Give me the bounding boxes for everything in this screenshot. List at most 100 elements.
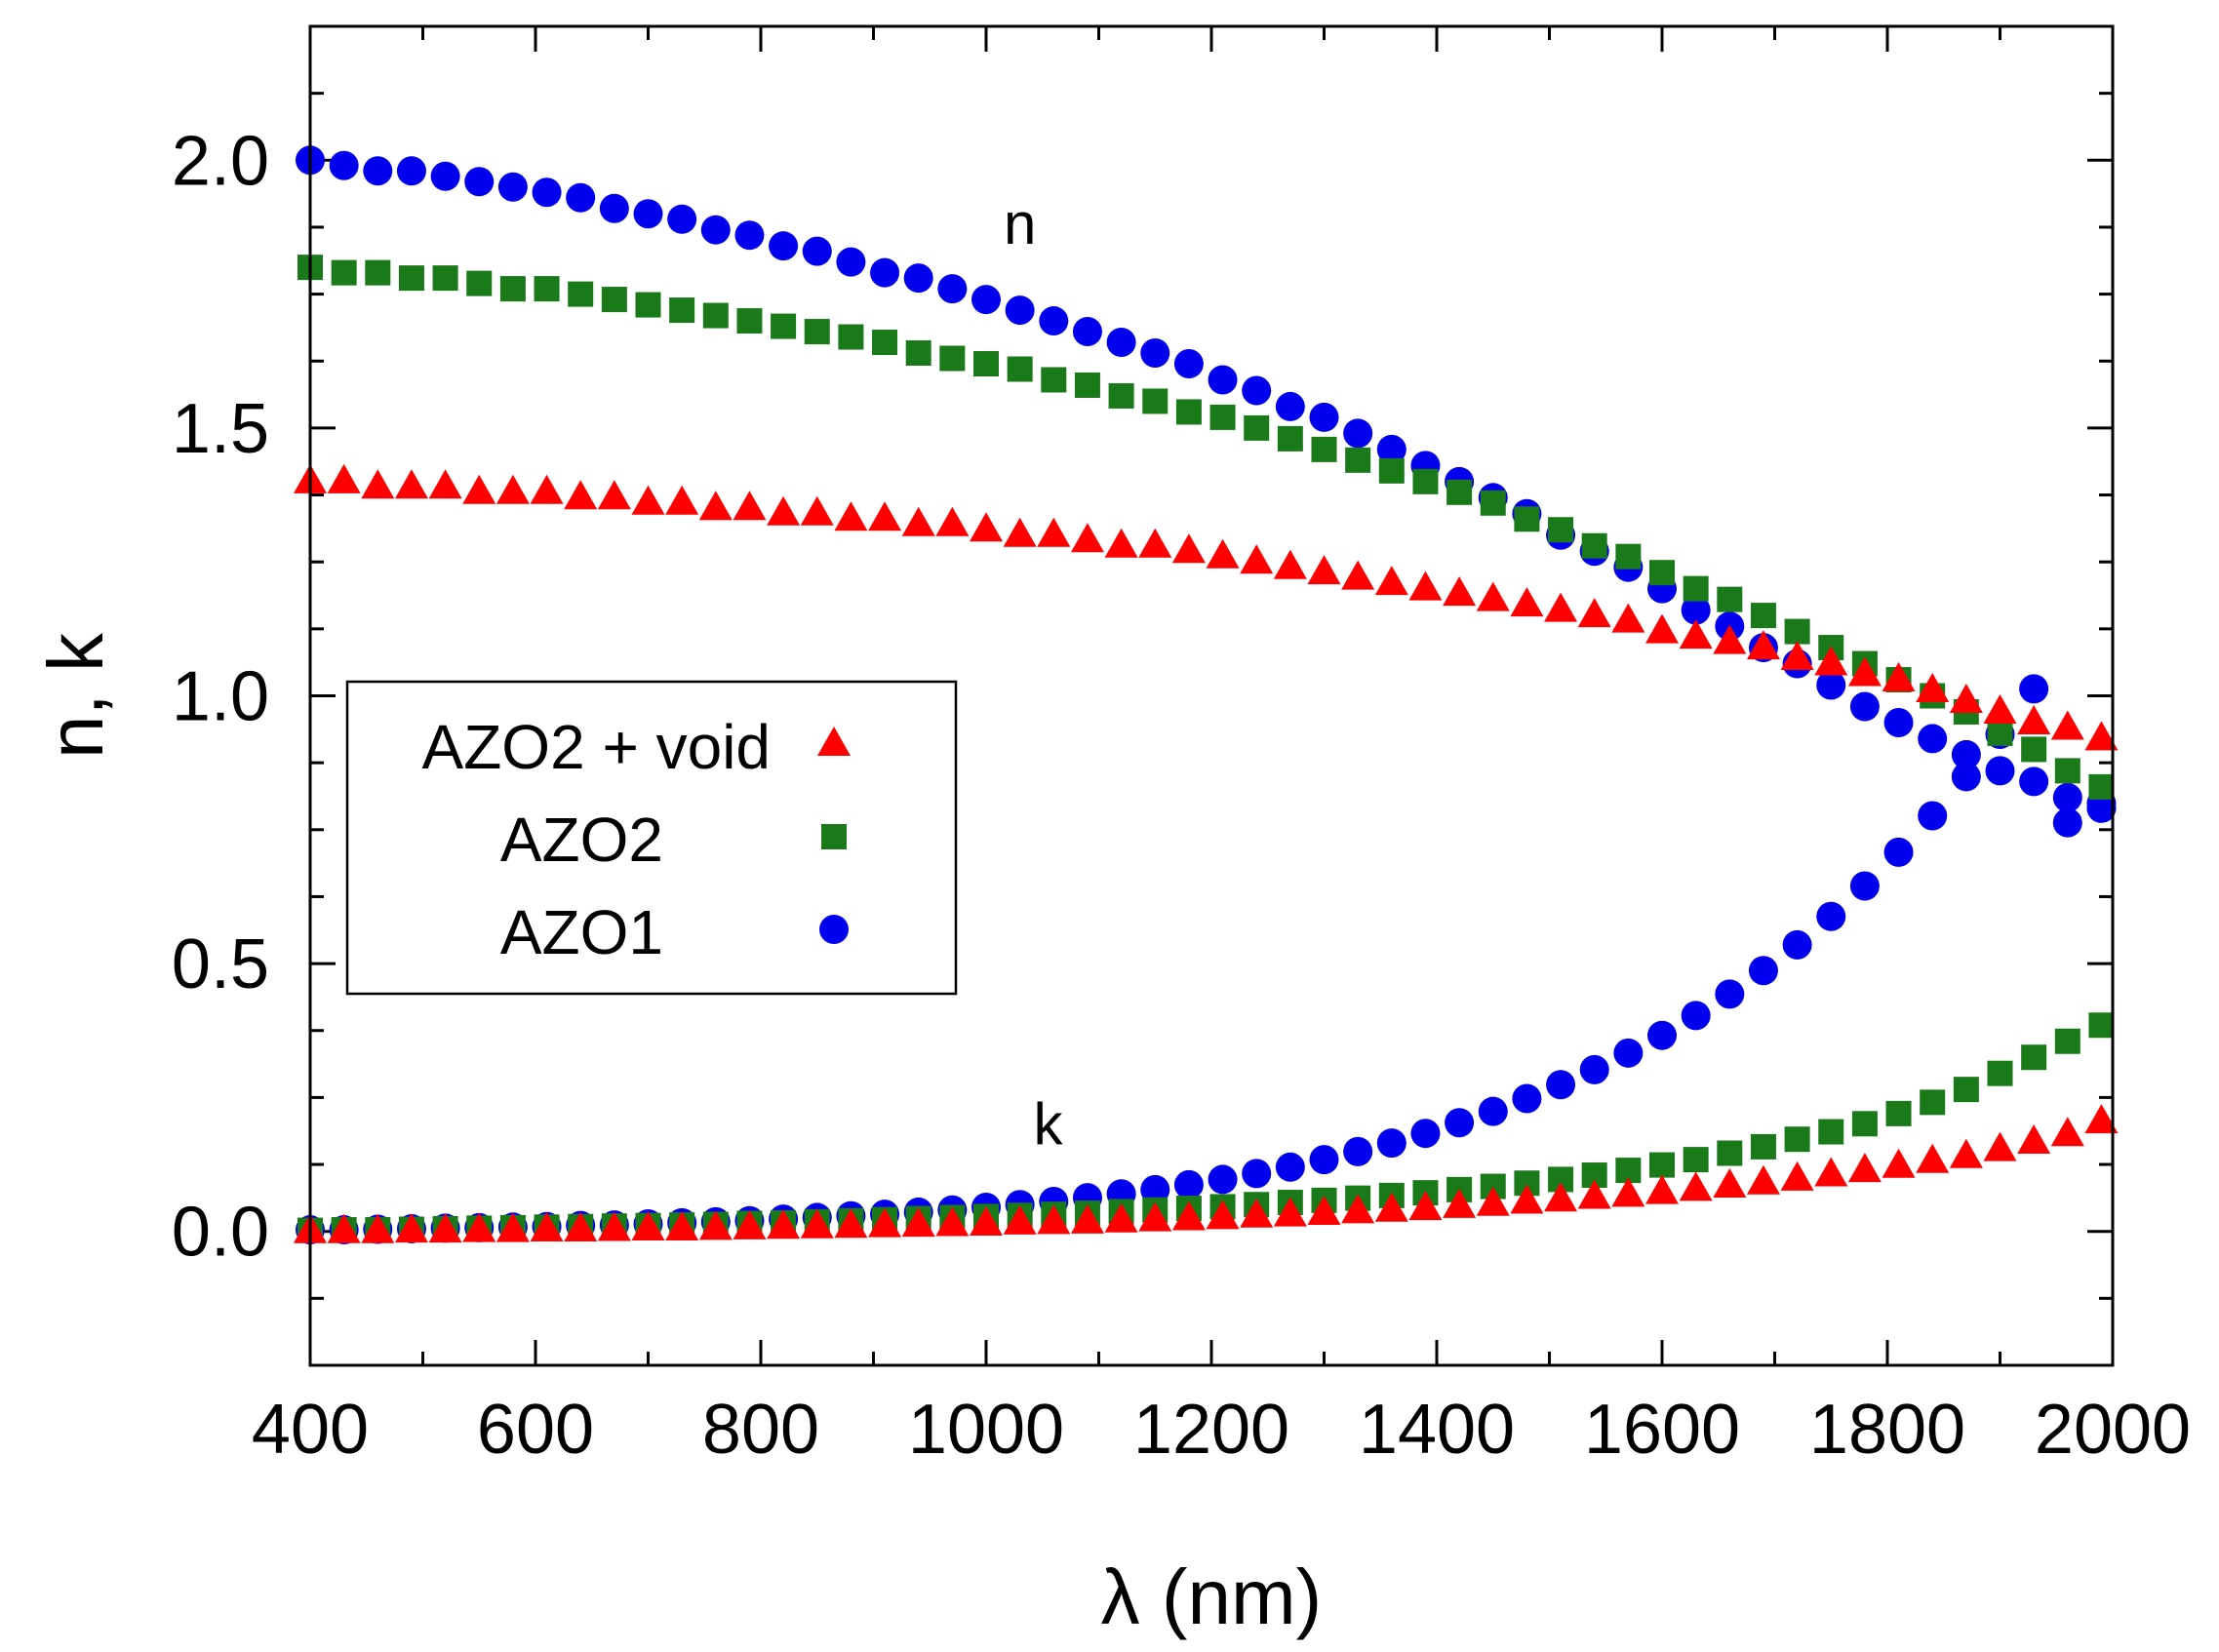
x-tick-label: 1600: [1584, 1391, 1740, 1469]
y-tick-label: 2.0: [172, 122, 269, 200]
data-point-n: [497, 172, 528, 202]
data-point-n: [1309, 402, 1339, 432]
data-point-n: [1645, 613, 1679, 644]
data-point-k: [1750, 1133, 1776, 1160]
data-point-k: [1748, 956, 1778, 986]
data-point-k: [462, 1212, 496, 1242]
data-point-k: [1780, 1160, 1814, 1191]
data-point-n: [1138, 528, 1172, 558]
data-point-n: [530, 474, 564, 504]
data-point-k: [665, 1210, 699, 1240]
data-point-k: [327, 1213, 361, 1243]
data-point-n: [937, 274, 968, 304]
data-point-n: [665, 485, 699, 515]
data-point-k: [1037, 1204, 1071, 1235]
data-point-n: [1206, 538, 1240, 569]
data-point-n: [1277, 425, 1303, 452]
data-point-n: [1949, 683, 1983, 713]
data-point-k: [1003, 1204, 1037, 1235]
x-tick-label: 600: [477, 1391, 594, 1469]
data-point-n: [1039, 306, 1069, 336]
data-point-n: [733, 491, 767, 521]
data-point-k: [2021, 1044, 2047, 1071]
data-point-k: [1242, 1159, 1272, 1189]
data-point-k: [1645, 1174, 1679, 1204]
annotation-k: k: [1034, 1091, 1064, 1157]
data-point-n: [698, 491, 733, 521]
data-point-k: [800, 1208, 834, 1239]
data-point-n: [700, 215, 731, 245]
data-point-n: [1577, 598, 1611, 628]
data-point-n: [836, 247, 866, 277]
data-point-n: [1750, 603, 1776, 629]
data-point-n: [1713, 624, 1747, 654]
data-point-k: [834, 1208, 868, 1239]
data-point-k: [1782, 929, 1812, 960]
data-point-n: [394, 469, 428, 499]
data-point-k: [1275, 1152, 1305, 1182]
data-point-k: [1544, 1182, 1578, 1212]
data-point-k: [530, 1212, 564, 1242]
data-point-k: [1171, 1200, 1206, 1231]
y-tick-label: 0.5: [172, 925, 269, 1003]
data-point-k: [1679, 1171, 1713, 1201]
data-point-n: [1074, 372, 1100, 398]
data-point-n: [1649, 560, 1675, 586]
data-point-n: [1378, 457, 1405, 484]
data-point-k: [495, 1212, 530, 1242]
data-point-n: [327, 463, 361, 493]
data-point-n: [466, 270, 493, 296]
data-point-n: [1784, 618, 1810, 645]
data-point-k: [1918, 801, 1948, 831]
data-point-k: [1883, 837, 1914, 867]
data-point-k: [1717, 1140, 1743, 1166]
plot-frame: [308, 24, 2115, 1367]
data-point-k: [1987, 1060, 2013, 1086]
legend-marker-square: [821, 824, 847, 849]
data-point-n: [2050, 710, 2084, 740]
data-point-k: [1512, 1083, 1542, 1114]
data-point-n: [1341, 560, 1375, 590]
y-tick-label: 1.0: [172, 658, 269, 736]
data-point-k: [1208, 1164, 1238, 1195]
data-point-k: [733, 1209, 767, 1239]
data-point-n: [1814, 646, 1848, 676]
legend-label-azo2: AZO2: [500, 805, 663, 875]
data-point-n: [396, 156, 426, 186]
data-point-k: [2019, 674, 2049, 704]
data-point-k: [564, 1212, 598, 1242]
x-tick-label: 1800: [1809, 1391, 1965, 1469]
data-point-k: [935, 1206, 970, 1237]
data-point-n: [428, 469, 462, 499]
data-point-n: [566, 182, 596, 213]
data-point-n: [1273, 549, 1307, 579]
data-point-k: [597, 1211, 631, 1241]
data-point-k: [361, 1213, 395, 1243]
data-point-k: [1240, 1198, 1274, 1228]
data-point-k: [1510, 1184, 1544, 1214]
data-point-k: [2084, 1104, 2119, 1134]
data-point-k: [1273, 1197, 1307, 1227]
data-point-k: [631, 1210, 665, 1240]
data-points: [294, 145, 2119, 1245]
data-point-n: [769, 231, 799, 261]
data-point-n: [2019, 767, 2049, 797]
data-point-n: [532, 177, 562, 208]
annotation-n: n: [1004, 191, 1036, 256]
data-point-n: [1615, 543, 1642, 570]
data-point-k: [1376, 1128, 1407, 1159]
data-point-n: [1275, 391, 1305, 421]
data-point-n: [1041, 367, 1067, 393]
data-point-k: [1613, 1038, 1644, 1068]
data-point-k: [1579, 1054, 1609, 1084]
data-point-n: [1173, 348, 1204, 378]
legend: AZO2 + void AZO2 AZO1: [345, 680, 958, 996]
data-point-k: [1138, 1201, 1172, 1232]
legend-box: [345, 680, 958, 996]
data-point-n: [1883, 707, 1914, 737]
axis-tick-labels: 400 600 800 1000 1200 1400 1600 1800 2000 0.0 0.5 1…: [172, 122, 2191, 1469]
data-point-n: [1849, 691, 1880, 722]
data-point-n: [564, 480, 598, 510]
data-point-k: [1173, 1169, 1204, 1200]
data-point-k: [1341, 1194, 1375, 1224]
